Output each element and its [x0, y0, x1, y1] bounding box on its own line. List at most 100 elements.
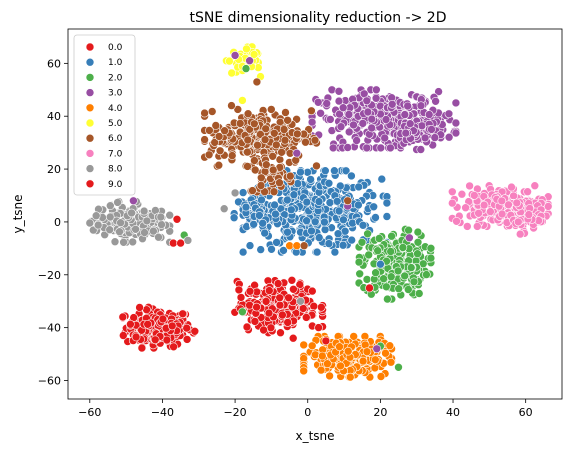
scatter-point	[394, 362, 403, 372]
scatter-point	[307, 341, 317, 351]
scatter-point	[362, 143, 372, 153]
scatter-point	[330, 247, 340, 257]
scatter-point	[266, 323, 276, 333]
scatter-point	[387, 231, 396, 241]
scatter-point	[302, 216, 311, 225]
scatter-point	[344, 110, 354, 119]
scatter-point	[167, 321, 177, 331]
scatter-point	[227, 101, 236, 110]
scatter-point	[126, 319, 135, 329]
scatter-point	[451, 128, 461, 138]
scatter-point	[348, 218, 357, 228]
scatter-point	[327, 85, 337, 95]
scatter-point	[320, 166, 330, 175]
scatter-point	[154, 232, 163, 242]
scatter-point	[242, 322, 252, 332]
scatter-point	[245, 241, 255, 250]
scatter-point	[523, 187, 532, 196]
scatter-point	[386, 247, 396, 256]
scatter-point	[416, 101, 426, 110]
scatter-point	[234, 285, 244, 295]
scatter-point	[225, 56, 234, 66]
scatter-point	[333, 229, 343, 238]
legend-label: 8.0	[108, 165, 123, 175]
scatter-point	[245, 125, 254, 134]
scatter-point	[386, 272, 396, 282]
scatter-point	[504, 200, 513, 210]
scatter-point	[220, 126, 229, 135]
y-axis-label: y_tsne	[11, 194, 25, 233]
scatter-point	[281, 108, 290, 117]
scatter-point	[363, 229, 372, 239]
scatter-point	[236, 293, 246, 302]
y-tick-label: 60	[47, 57, 61, 70]
scatter-point	[335, 109, 344, 119]
scatter-point	[364, 250, 374, 260]
scatter-point	[543, 202, 553, 211]
scatter-point	[465, 181, 474, 191]
scatter-point	[306, 175, 315, 184]
scatter-point	[307, 286, 317, 296]
scatter-point	[298, 304, 308, 313]
scatter-point	[413, 249, 422, 258]
scatter-point	[362, 96, 372, 106]
scatter-point	[358, 356, 368, 366]
y-tick-label: −40	[38, 322, 61, 335]
scatter-point	[336, 361, 345, 371]
scatter-point	[310, 135, 320, 145]
scatter-point	[330, 166, 339, 175]
scatter-point	[279, 246, 288, 255]
scatter-point	[343, 346, 353, 356]
scatter-point	[515, 229, 525, 239]
scatter-point	[324, 239, 334, 248]
scatter-point	[235, 119, 245, 128]
scatter-point	[413, 227, 423, 237]
scatter-point	[339, 215, 348, 225]
scatter-point	[276, 328, 285, 338]
y-tick-label: 0	[54, 216, 61, 229]
scatter-point	[249, 50, 259, 59]
scatter-point	[362, 347, 372, 357]
scatter-point	[400, 271, 410, 281]
scatter-point	[338, 240, 348, 250]
scatter-point	[118, 312, 128, 322]
scatter-point	[248, 186, 257, 195]
scatter-point	[451, 118, 461, 128]
scatter-point	[469, 191, 479, 200]
scatter-point	[230, 51, 240, 60]
scatter-point	[250, 156, 259, 165]
x-tick-label: −40	[151, 406, 174, 419]
scatter-point	[398, 243, 408, 252]
legend-label: 0.0	[108, 43, 123, 53]
scatter-point	[261, 297, 271, 306]
x-tick-label: 60	[519, 406, 533, 419]
scatter-point	[210, 138, 219, 147]
scatter-point	[279, 125, 289, 134]
scatter-point	[258, 218, 268, 228]
scatter-point	[310, 217, 320, 227]
scatter-point	[105, 212, 115, 222]
scatter-point	[292, 129, 302, 139]
scatter-point	[479, 200, 489, 210]
scatter-point	[362, 275, 372, 284]
scatter-point	[312, 247, 322, 257]
scatter-point	[354, 257, 364, 267]
scatter-point	[424, 110, 434, 119]
scatter-point	[289, 284, 298, 294]
x-axis-label: x_tsne	[295, 429, 334, 443]
scatter-point	[314, 233, 324, 242]
scatter-point	[376, 143, 386, 153]
scatter-point	[416, 145, 426, 154]
legend-label: 5.0	[108, 119, 123, 129]
scatter-point	[264, 286, 274, 295]
scatter-point	[497, 196, 507, 206]
legend-marker	[85, 149, 95, 158]
scatter-point	[142, 216, 152, 226]
scatter-point	[413, 238, 423, 247]
legend-marker	[85, 88, 95, 97]
x-tick-label: −20	[223, 406, 246, 419]
scatter-point	[434, 87, 443, 96]
scatter-point	[310, 350, 320, 360]
scatter-point	[295, 280, 305, 289]
scatter-point	[140, 228, 149, 237]
